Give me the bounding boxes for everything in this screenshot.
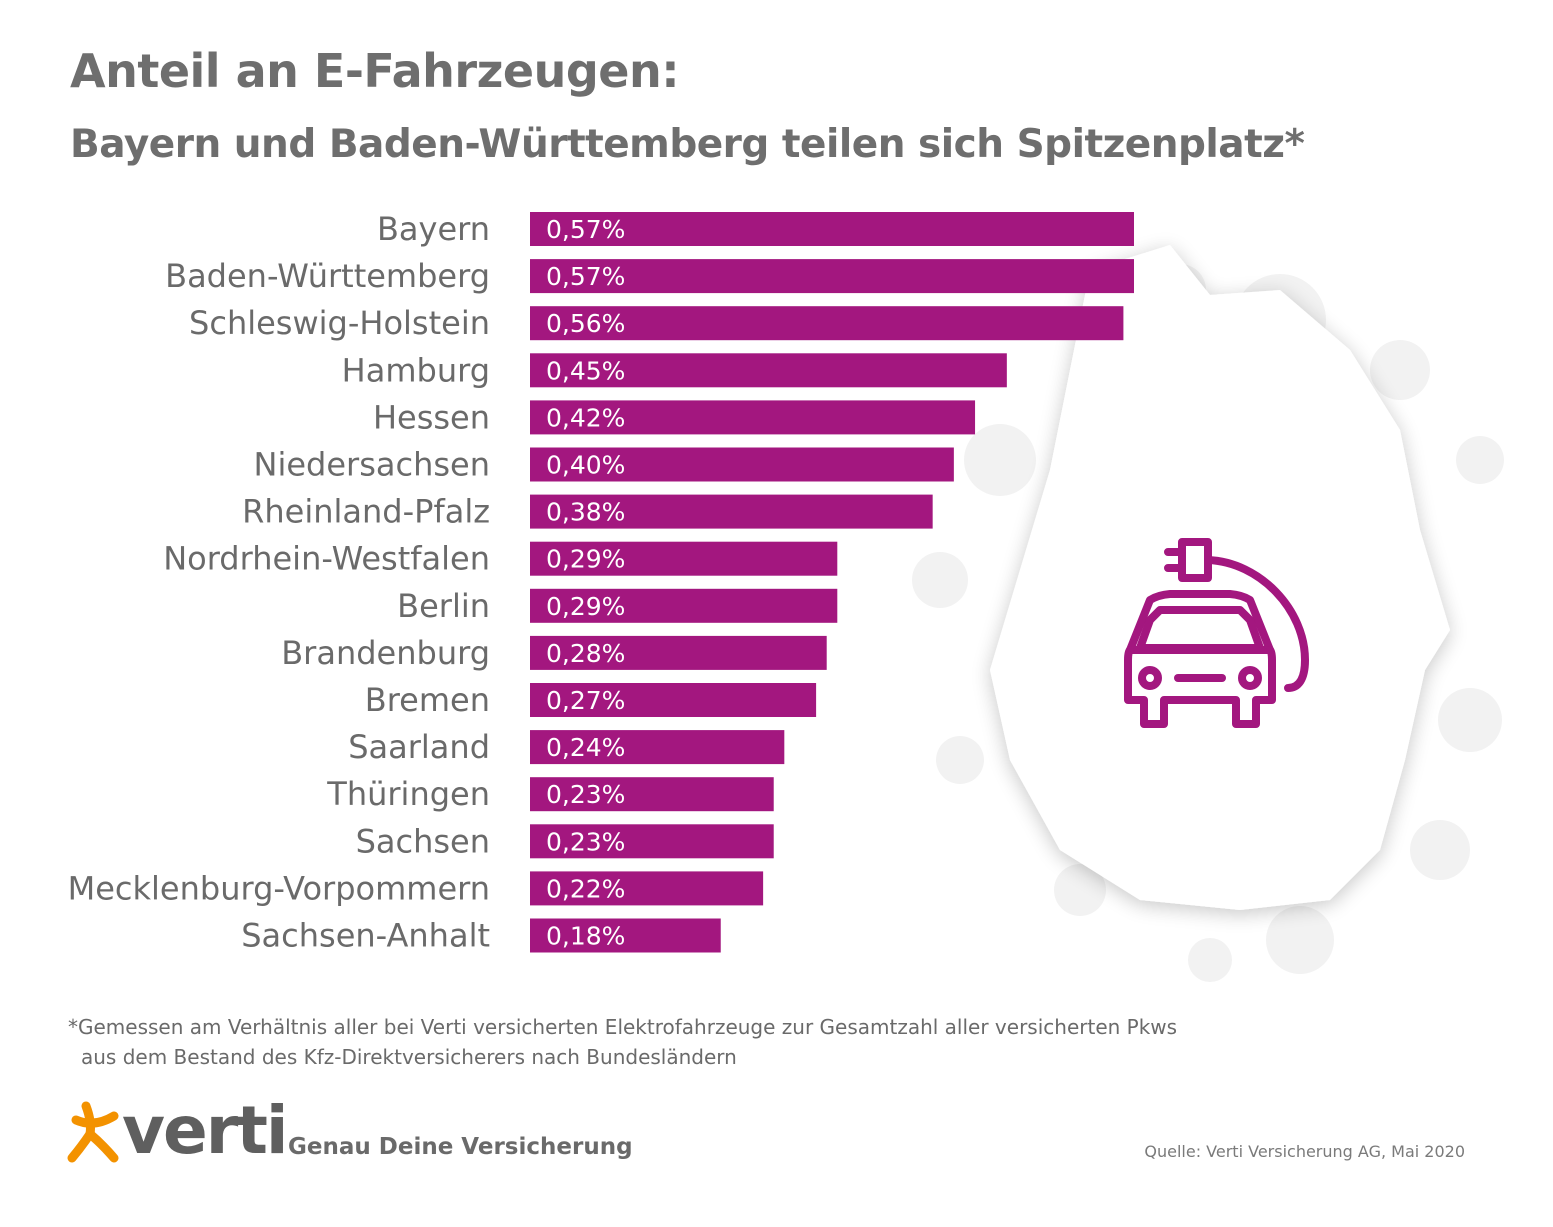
- value-label: 0,23%: [546, 780, 625, 809]
- bar: [530, 635, 827, 670]
- value-label: 0,28%: [546, 639, 625, 668]
- value-label: 0,40%: [546, 451, 625, 480]
- bar: [530, 588, 838, 623]
- bar: [530, 683, 817, 717]
- value-label: 0,38%: [546, 498, 625, 527]
- footnote-line-2: aus dem Bestand des Kfz-Direktversichere…: [81, 1045, 737, 1069]
- category-label: Nordrhein-Westfalen: [163, 540, 490, 578]
- bar: [530, 871, 764, 906]
- value-label: 0,27%: [546, 686, 625, 715]
- value-label: 0,23%: [546, 827, 625, 856]
- value-label: 0,29%: [546, 545, 625, 574]
- footnote: *Gemessen am Verhältnis aller bei Verti …: [68, 1012, 1268, 1072]
- category-label: Saarland: [348, 728, 490, 766]
- value-label: 0,42%: [546, 403, 625, 432]
- electric-car-icon: [1124, 538, 1309, 728]
- verti-star-icon: [67, 1101, 119, 1163]
- germany-map-icon: [912, 245, 1504, 982]
- category-label: Hessen: [373, 398, 490, 436]
- value-label: 0,57%: [546, 215, 625, 244]
- bar: [530, 494, 933, 529]
- category-label: Sachsen: [356, 822, 490, 860]
- category-label: Hamburg: [342, 351, 490, 389]
- category-label: Sachsen-Anhalt: [241, 917, 490, 955]
- bar: [530, 824, 774, 859]
- value-label: 0,56%: [546, 309, 625, 338]
- value-label: 0,57%: [546, 262, 625, 291]
- category-label: Mecklenburg-Vorpommern: [68, 869, 490, 907]
- bar: [530, 353, 1007, 388]
- category-label: Rheinland-Pfalz: [242, 493, 490, 531]
- category-label: Bremen: [365, 681, 490, 719]
- bar-chart: Bayern 0,57% Baden-Württemberg 0,57% Schlesw…: [68, 210, 1134, 955]
- value-label: 0,18%: [546, 922, 625, 951]
- bar: [530, 306, 1124, 341]
- value-label: 0,29%: [546, 592, 625, 621]
- brand-tagline: Genau Deine Versicherung: [288, 1134, 633, 1160]
- footnote-line-1: *Gemessen am Verhältnis aller bei Verti …: [68, 1015, 1178, 1039]
- category-label: Brandenburg: [281, 634, 490, 672]
- chart-title: Anteil an E-Fahrzeugen:: [70, 44, 680, 98]
- category-label: Thüringen: [326, 775, 490, 813]
- value-label: 0,24%: [546, 733, 625, 762]
- chart-subtitle: Bayern und Baden-Württemberg teilen sich…: [70, 122, 1305, 167]
- bar: [530, 212, 1134, 246]
- category-label: Bayern: [377, 210, 490, 248]
- bar: [530, 447, 954, 482]
- bar: [530, 259, 1134, 294]
- bar: [530, 730, 785, 765]
- value-label: 0,22%: [546, 874, 625, 903]
- category-label: Niedersachsen: [254, 446, 490, 484]
- category-label: Berlin: [397, 587, 490, 625]
- source-note: Quelle: Verti Versicherung AG, Mai 2020: [1144, 1142, 1465, 1161]
- bar: [530, 541, 838, 576]
- bar: [530, 918, 721, 953]
- category-label: Baden-Württemberg: [165, 257, 490, 295]
- bar: [530, 400, 976, 435]
- bar: [530, 777, 774, 812]
- value-label: 0,45%: [546, 356, 625, 385]
- brand-name: verti: [122, 1092, 289, 1169]
- verti-logo: verti: [66, 1092, 289, 1169]
- category-label: Schleswig-Holstein: [189, 304, 490, 342]
